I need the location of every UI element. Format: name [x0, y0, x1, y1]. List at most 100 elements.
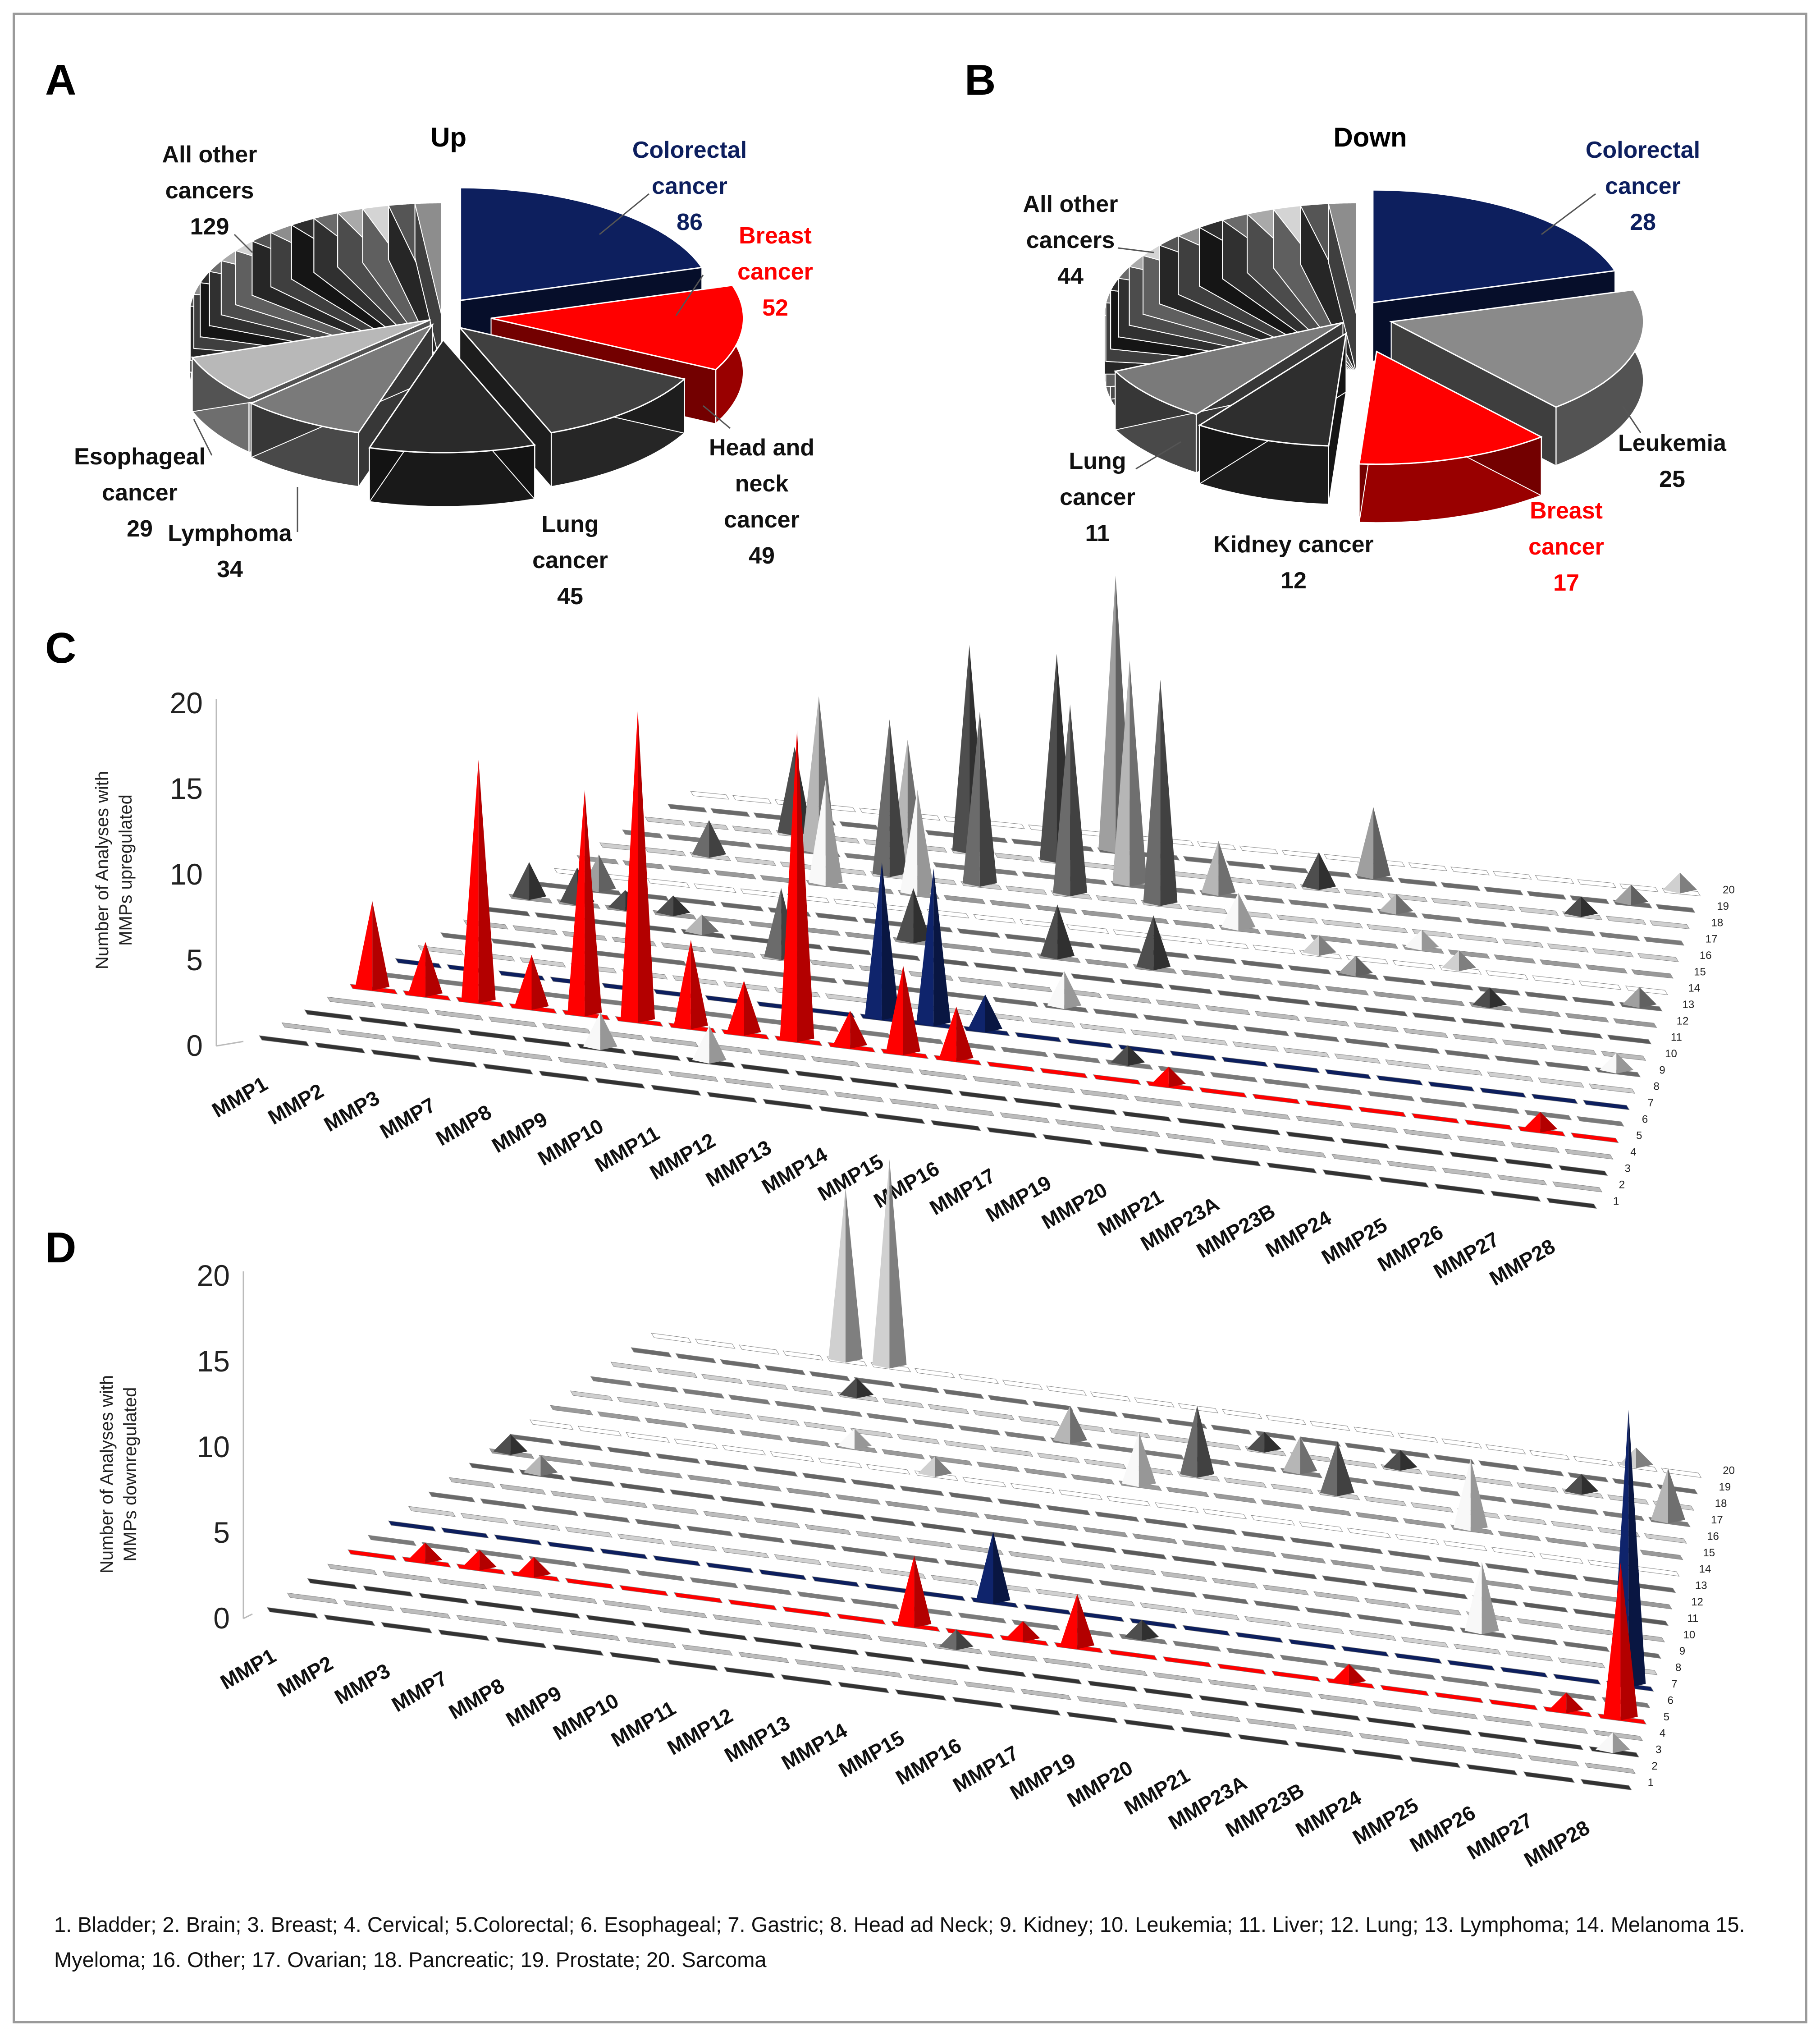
floor-tile: [1387, 1550, 1432, 1561]
cone-face-light: [916, 868, 934, 1027]
floor-tile: [456, 1614, 508, 1626]
floor-tile: [495, 1637, 547, 1649]
cone-face-dark: [1139, 1432, 1156, 1487]
floor-tile: [720, 902, 764, 912]
row-label: 5: [1664, 1711, 1669, 1723]
floor-tile: [1341, 1646, 1390, 1657]
floor-tile: [1472, 1103, 1520, 1114]
cone-mark: [939, 1006, 974, 1062]
cone-mark: [808, 780, 843, 886]
floor-tile: [1434, 1454, 1475, 1465]
cone-mark: [1040, 904, 1075, 960]
floor-tile: [1166, 1486, 1210, 1497]
floor-tile: [1093, 1009, 1139, 1019]
row-label: 20: [1723, 884, 1735, 896]
floor-tile: [885, 1500, 930, 1512]
floor-tile: [519, 957, 566, 968]
floor-tile: [413, 1023, 463, 1034]
cone-face-light: [1111, 1045, 1128, 1066]
cone-face-light: [1112, 660, 1130, 887]
floor-tile: [1494, 1683, 1543, 1694]
floor-tile: [1161, 1571, 1207, 1582]
cone-mark: [621, 711, 655, 1023]
cone-face-dark: [956, 1006, 974, 1062]
floor-tile: [1143, 1687, 1194, 1699]
floor-tile: [1528, 1586, 1573, 1596]
floor-tile: [1288, 1639, 1336, 1650]
floor-tile: [746, 1380, 788, 1390]
cone-face-dark: [479, 1550, 497, 1571]
cone-mark: [780, 730, 814, 1042]
cone-face-dark: [1168, 1066, 1186, 1087]
cone-face-light: [514, 954, 532, 1010]
floor-tile: [839, 821, 879, 830]
floor-tile: [1528, 1755, 1579, 1767]
floor-tile: [590, 1376, 633, 1387]
floor-tile: [1205, 1005, 1251, 1015]
floor-tile: [1241, 1531, 1286, 1541]
cone-face-light: [886, 966, 903, 1055]
cone-face-dark: [882, 862, 899, 1020]
row-label: 9: [1679, 1645, 1685, 1657]
floor-tile: [1211, 1424, 1252, 1435]
floor-tile: [1121, 1549, 1167, 1560]
floor-tile: [547, 1541, 595, 1553]
floor-tile: [1421, 996, 1465, 1006]
floor-tile: [565, 1527, 613, 1538]
floor-tile: [1276, 1146, 1326, 1158]
floor-tile: [986, 1127, 1038, 1138]
floor-tile: [474, 1600, 525, 1612]
floor-tile: [1087, 1595, 1135, 1607]
floor-tile: [934, 1507, 980, 1518]
floor-tile: [912, 1419, 955, 1430]
floor-tile: [855, 1531, 902, 1542]
row-label: 3: [1655, 1744, 1661, 1756]
floor-tile: [550, 1490, 597, 1502]
floor-tile: [1578, 980, 1622, 990]
floor-tile: [805, 1524, 851, 1535]
floor-tile: [1403, 1129, 1452, 1140]
floor-tile: [797, 1591, 846, 1603]
floor-tile: [617, 1533, 665, 1545]
floor-tile: [327, 1564, 377, 1575]
floor-tile: [1244, 894, 1285, 904]
floor-tile: [1212, 1577, 1258, 1589]
floor-tile: [1109, 1428, 1151, 1439]
floor-tile: [1510, 922, 1551, 932]
floor-tile: [984, 1513, 1029, 1525]
floor-tile: [1421, 913, 1463, 922]
cone-face-dark: [1628, 1410, 1646, 1688]
floor-tile: [1018, 1416, 1060, 1426]
category-label: MMP7: [376, 1093, 439, 1143]
pie-slice-label: Lung cancer 45: [532, 511, 608, 610]
cone-mark: [1125, 1619, 1159, 1641]
row-label: 18: [1715, 1498, 1727, 1510]
floor-tile: [768, 1621, 818, 1633]
cone-face-dark: [1142, 1619, 1159, 1641]
floor-tile: [1252, 1093, 1300, 1105]
floor-tile: [878, 1636, 928, 1647]
floor-tile: [1324, 854, 1363, 863]
floor-tile: [1394, 1044, 1440, 1054]
floor-tile: [1234, 1462, 1277, 1472]
floor-tile: [1551, 1045, 1597, 1055]
floor-tile: [1004, 933, 1048, 943]
floor-tile: [1613, 1018, 1657, 1028]
pie-title: Up: [430, 122, 466, 152]
cone-face-light: [1663, 872, 1680, 894]
floor-tile: [1285, 1131, 1335, 1142]
floor-tile: [723, 1078, 774, 1089]
floor-tile: [1107, 1496, 1151, 1507]
floor-tile: [1266, 1162, 1317, 1174]
floor-tile: [1066, 924, 1109, 934]
cone-face-light: [1383, 1450, 1400, 1471]
floor-tile: [1271, 1670, 1321, 1682]
floor-tile: [1244, 1616, 1292, 1627]
cone-face-dark: [889, 1159, 907, 1369]
floor-tile: [1058, 1489, 1103, 1500]
cone-face-dark: [1070, 704, 1088, 897]
floor-tile: [723, 981, 770, 992]
floor-tile: [1280, 1655, 1329, 1666]
floor-tile: [1419, 1097, 1468, 1108]
floor-tile: [552, 1644, 604, 1656]
